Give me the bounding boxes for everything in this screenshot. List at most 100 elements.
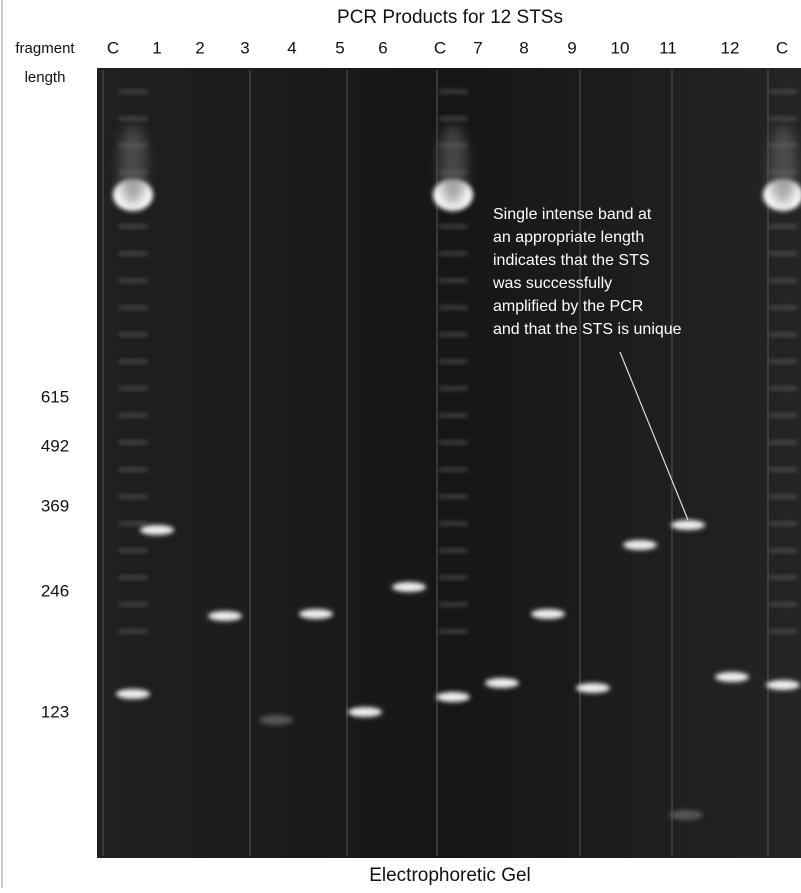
size-label: 492 xyxy=(41,436,69,455)
annotation-line: Single intense band at xyxy=(493,206,652,223)
ladder-band xyxy=(769,333,797,336)
ladder-band xyxy=(439,333,467,336)
ladder-glow xyxy=(119,125,147,205)
lane-label: C xyxy=(107,38,119,57)
gel-bands xyxy=(102,70,801,856)
ladder-band xyxy=(119,495,147,498)
lane-label: 6 xyxy=(378,38,387,57)
ladder-band xyxy=(439,279,467,282)
gel-band xyxy=(259,715,293,725)
annotation-line: an appropriate length xyxy=(493,229,644,246)
ladder-band xyxy=(769,90,797,93)
gel-band xyxy=(669,810,703,820)
ladder-band xyxy=(119,117,147,120)
ladder-band xyxy=(119,576,147,579)
lane-label: C xyxy=(434,38,446,57)
ladder-band xyxy=(119,306,147,309)
lane-label: 11 xyxy=(659,38,677,57)
size-label: 369 xyxy=(41,496,69,515)
gel-band xyxy=(671,520,705,530)
lane-label: 3 xyxy=(240,38,249,57)
ladder-band xyxy=(439,630,467,633)
annotation-line: was successfully xyxy=(492,275,612,292)
ladder-band xyxy=(769,387,797,390)
ladder-band xyxy=(119,468,147,471)
size-label: 246 xyxy=(41,581,69,600)
ladder-band xyxy=(439,117,467,120)
ladder-band xyxy=(769,549,797,552)
gel-band xyxy=(140,525,174,535)
gel-band xyxy=(715,672,749,682)
gel-band xyxy=(766,680,800,690)
ladder-band xyxy=(439,225,467,228)
lane-label: 7 xyxy=(473,38,482,57)
annotation-line: and that the STS is unique xyxy=(493,321,682,338)
gel-band xyxy=(299,609,333,619)
ladder-band xyxy=(769,576,797,579)
lane-label: 4 xyxy=(287,38,296,57)
ladder-band xyxy=(119,225,147,228)
ladder-glow xyxy=(439,125,467,205)
lane-label: 10 xyxy=(611,38,630,57)
ladder-band xyxy=(439,252,467,255)
ladder-band xyxy=(119,414,147,417)
annotation-line: amplified by the PCR xyxy=(493,298,643,315)
ladder-band xyxy=(769,441,797,444)
axis-label: length xyxy=(25,69,66,86)
title: PCR Products for 12 STSs xyxy=(337,7,563,28)
ladder-band xyxy=(769,279,797,282)
ladder-band xyxy=(439,495,467,498)
gel-band xyxy=(576,683,610,693)
lane-label: 9 xyxy=(567,38,576,57)
ladder-band xyxy=(439,306,467,309)
ladder-band xyxy=(119,360,147,363)
ladder-glow xyxy=(769,125,797,205)
ladder-band xyxy=(769,225,797,228)
ladder-band xyxy=(769,360,797,363)
size-label: 615 xyxy=(41,387,69,406)
ladder-band xyxy=(769,522,797,525)
ladder-band xyxy=(769,414,797,417)
ladder-band xyxy=(119,90,147,93)
ladder-band xyxy=(439,414,467,417)
ladder-band xyxy=(439,441,467,444)
gel-band xyxy=(208,611,242,621)
axis-label: fragment xyxy=(15,40,75,57)
lane-label: 5 xyxy=(335,38,344,57)
ladder-band xyxy=(439,576,467,579)
gel-band xyxy=(116,689,150,699)
gel-band xyxy=(348,707,382,717)
lane-label: 12 xyxy=(721,38,740,57)
ladder-band xyxy=(439,522,467,525)
ladder-band xyxy=(439,90,467,93)
ladder-band xyxy=(119,252,147,255)
ladder-band xyxy=(119,441,147,444)
ladder-band xyxy=(769,603,797,606)
gel-band xyxy=(436,692,470,702)
ladder-band xyxy=(119,279,147,282)
lane-label: 8 xyxy=(519,38,528,57)
lane-label: 2 xyxy=(195,38,204,57)
size-label: 123 xyxy=(41,702,69,721)
annotation-line: indicates that the STS xyxy=(493,252,650,269)
gel-band xyxy=(531,609,565,619)
ladder-band xyxy=(119,333,147,336)
ladder-band xyxy=(119,387,147,390)
ladder-band xyxy=(769,468,797,471)
ladder-band xyxy=(119,522,147,525)
ladder-band xyxy=(119,630,147,633)
ladder-band xyxy=(769,117,797,120)
ladder-band xyxy=(439,549,467,552)
ladder-band xyxy=(439,387,467,390)
ladder-band xyxy=(439,360,467,363)
gel-band xyxy=(623,540,657,550)
ladder-band xyxy=(769,306,797,309)
ladder-band xyxy=(769,252,797,255)
ladder-band xyxy=(769,630,797,633)
ladder-band xyxy=(769,495,797,498)
ladder-band xyxy=(119,603,147,606)
gel-band xyxy=(485,678,519,688)
pointer-line xyxy=(619,351,689,521)
gel-band xyxy=(392,582,426,592)
